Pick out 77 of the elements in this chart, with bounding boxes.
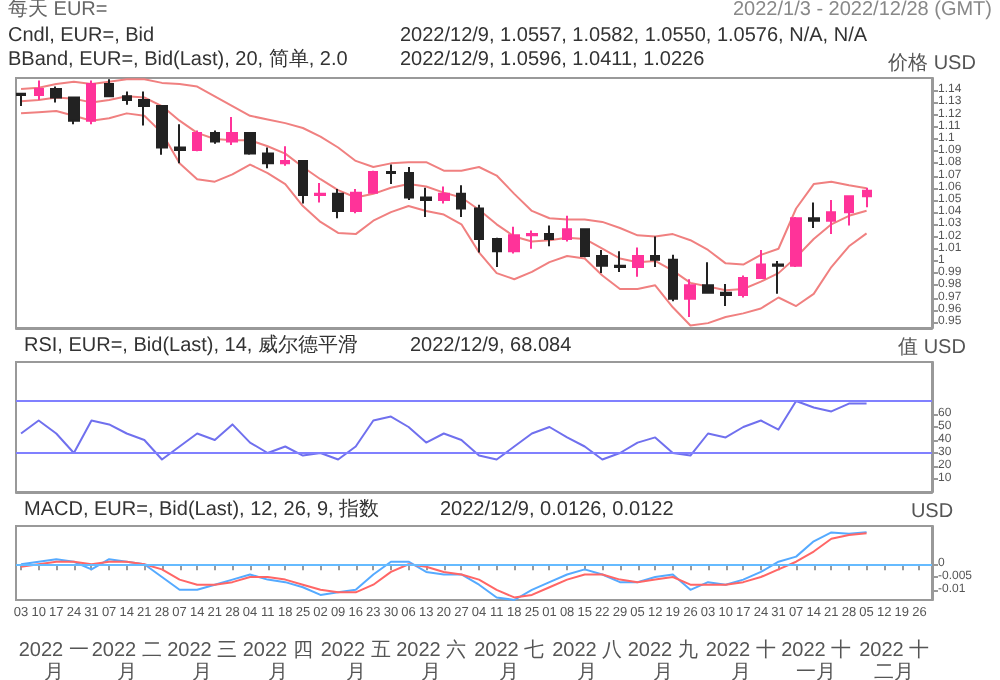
text: 2022/12/9, 68.084 [410,335,573,357]
candlestick [174,123,186,165]
candlestick [772,259,784,295]
x2-tick-label: 2022 五月 [320,640,391,680]
candlestick [262,146,274,170]
text: MACD, EUR=, Bid(Last), 12, 26, 9, 指数 [24,497,380,521]
line-series [20,109,868,327]
candlestick [122,90,132,106]
y-axis-title: 值 USD [898,337,966,359]
candlestick [332,187,344,220]
x2-tick-label: 2022 八月 [552,640,623,680]
candlestick [474,203,484,254]
candlestick [862,186,872,209]
candlestick [684,278,696,319]
candlestick [720,283,732,308]
text: BBand, EUR=, Bid(Last), 20, 简单, 2.0 [8,47,349,71]
candlestick [526,229,538,250]
candlestick [596,248,608,275]
candlestick [790,216,802,269]
candlestick [580,228,590,259]
candlestick [314,181,326,204]
x2-tick-label: 2022 二月 [91,640,162,680]
candlestick [508,225,520,255]
candlestick [156,105,168,156]
candlestick [350,187,362,215]
chart-subtitle: 2022/1/3 - 2022/12/28 (GMT) [732,0,993,21]
candlestick [844,195,854,227]
candlestick [210,129,220,145]
candlestick [280,145,290,167]
x2-tick-label: 2022 九月 [627,638,698,680]
candlestick [298,159,308,205]
candlestick [34,79,44,101]
candlestick [650,235,660,269]
line-series [20,95,868,292]
candlestick [420,186,432,219]
candlestick [826,198,836,236]
candlestick [68,96,80,126]
text: 2022/12/9, 1.0596, 1.0411, 1.0226 [400,49,706,71]
candlestick [226,116,238,147]
candlestick [438,185,450,205]
candlestick [86,79,96,126]
candlestick [50,85,62,104]
y-axis-title: USD [910,501,954,523]
x2-tick-label: 2022 一月 [18,640,89,680]
candlestick [756,248,766,279]
text: Cndl, EUR=, Bid [8,25,155,47]
y-axis-title: 价格 USD [886,51,976,75]
candlestick [244,131,256,156]
x2-tick-label: 2022 七月 [474,638,545,680]
candlestick [192,129,202,153]
x2-tick-label: 2022 六月 [396,638,467,680]
text: RSI, EUR=, Bid(Last), 14, 威尔德平滑 [24,333,358,357]
candlestick [368,169,378,194]
candlestick [562,214,572,243]
x2-tick-label: 2022 十二月 [859,638,930,680]
candlestick [668,253,678,303]
candlestick [808,201,820,229]
candlestick [386,163,396,186]
candlestick [492,236,502,269]
candlestick [702,261,714,295]
candlestick [632,246,644,278]
candlestick [544,224,554,248]
candlestick [738,274,748,299]
candlestick [404,166,414,201]
candlestick [614,250,626,273]
line-series [20,78,868,266]
x2-tick-label: 2022 十一月 [781,638,852,680]
x2-tick-label: 2022 十月 [705,638,776,680]
line-series [20,400,868,461]
candlestick [104,78,114,98]
text: 2022/12/9, 1.0557, 1.0582, 1.0550, 1.0576, N/A, N/A [400,25,868,47]
candlestick [138,90,150,127]
text: 2022/12/9, 0.0126, 0.0122 [440,499,675,521]
x2-tick-label: 2022 三月 [167,640,238,680]
x2-tick-label: 2022 四月 [242,640,313,680]
candlestick [456,184,466,219]
candlestick [16,92,26,108]
